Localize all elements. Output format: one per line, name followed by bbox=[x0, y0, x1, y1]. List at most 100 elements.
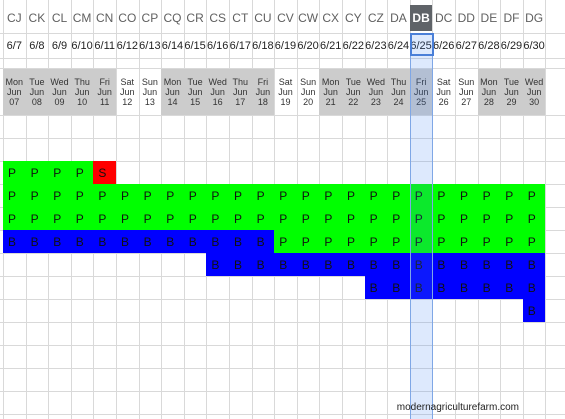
date-cell[interactable]: 6/29 bbox=[500, 40, 523, 52]
date-cell[interactable]: 6/22 bbox=[342, 40, 364, 52]
day-cell[interactable]: Fri Jun 25 bbox=[409, 69, 433, 115]
schedule-cell[interactable]: B bbox=[229, 253, 252, 276]
column-header-cz[interactable]: CZ bbox=[367, 11, 384, 25]
date-cell[interactable]: 6/16 bbox=[206, 40, 229, 52]
day-cell[interactable]: Thu Jun 10 bbox=[70, 69, 94, 115]
column-header-ct[interactable]: CT bbox=[232, 11, 249, 25]
schedule-cell[interactable]: P bbox=[455, 230, 478, 253]
date-cell[interactable]: 6/19 bbox=[274, 40, 297, 52]
column-header-df[interactable]: DF bbox=[503, 11, 520, 25]
date-cell[interactable]: 6/28 bbox=[478, 40, 500, 52]
day-cell[interactable]: Sun Jun 13 bbox=[139, 69, 162, 115]
schedule-cell[interactable]: P bbox=[432, 207, 455, 230]
schedule-cell[interactable]: P bbox=[387, 184, 410, 207]
schedule-cell[interactable]: P bbox=[296, 207, 320, 230]
schedule-cell[interactable]: P bbox=[342, 230, 365, 253]
schedule-cell[interactable]: P bbox=[25, 207, 49, 230]
date-cell[interactable]: 6/18 bbox=[252, 40, 274, 52]
schedule-cell[interactable]: B bbox=[409, 253, 433, 276]
schedule-cell[interactable]: P bbox=[183, 184, 207, 207]
schedule-cell[interactable]: P bbox=[206, 184, 229, 207]
schedule-cell[interactable]: P bbox=[48, 207, 71, 230]
schedule-cell[interactable]: P bbox=[522, 184, 546, 207]
column-header-cp[interactable]: CP bbox=[141, 11, 159, 25]
schedule-cell[interactable]: B bbox=[116, 230, 139, 253]
schedule-cell[interactable]: P bbox=[477, 207, 501, 230]
day-cell[interactable]: Sat Jun 26 bbox=[432, 69, 455, 115]
schedule-cell[interactable]: B bbox=[274, 253, 297, 276]
schedule-cell[interactable]: P bbox=[138, 207, 162, 230]
column-header-cv[interactable]: CV bbox=[277, 11, 294, 25]
day-cell[interactable]: Tue Jun 22 bbox=[342, 69, 365, 115]
schedule-cell[interactable]: B bbox=[138, 230, 162, 253]
schedule-cell[interactable]: P bbox=[116, 184, 139, 207]
schedule-cell[interactable]: P bbox=[409, 184, 433, 207]
day-cell[interactable]: Mon Jun 07 bbox=[3, 69, 26, 115]
column-header-dg[interactable]: DG bbox=[525, 11, 544, 25]
day-cell[interactable]: Sun Jun 27 bbox=[455, 69, 478, 115]
day-cell[interactable]: Fri Jun 18 bbox=[251, 69, 275, 115]
schedule-cell[interactable]: P bbox=[319, 207, 342, 230]
day-cell[interactable]: Fri Jun 11 bbox=[93, 69, 116, 115]
day-cell[interactable]: Mon Jun 21 bbox=[319, 69, 342, 115]
schedule-cell[interactable]: B bbox=[522, 299, 546, 322]
schedule-cell[interactable]: B bbox=[70, 230, 94, 253]
day-cell[interactable]: Mon Jun 14 bbox=[161, 69, 184, 115]
date-cell[interactable]: 6/15 bbox=[184, 40, 206, 52]
schedule-cell[interactable]: B bbox=[455, 253, 478, 276]
column-header-cn[interactable]: CN bbox=[96, 11, 114, 25]
schedule-cell[interactable]: P bbox=[25, 161, 49, 184]
schedule-cell[interactable]: B bbox=[25, 230, 49, 253]
schedule-cell[interactable]: P bbox=[93, 184, 116, 207]
schedule-cell[interactable]: B bbox=[206, 253, 229, 276]
day-cell[interactable]: Tue Jun 08 bbox=[25, 69, 49, 115]
schedule-cell[interactable]: P bbox=[296, 184, 320, 207]
date-cell[interactable]: 6/12 bbox=[116, 40, 138, 52]
schedule-cell[interactable]: P bbox=[93, 207, 116, 230]
schedule-cell[interactable]: P bbox=[229, 207, 252, 230]
schedule-cell[interactable]: P bbox=[161, 184, 184, 207]
schedule-cell[interactable]: P bbox=[500, 184, 523, 207]
schedule-cell[interactable]: B bbox=[319, 253, 342, 276]
column-header-cw[interactable]: CW bbox=[298, 11, 319, 25]
day-cell[interactable]: Sat Jun 12 bbox=[116, 69, 139, 115]
schedule-cell[interactable]: B bbox=[364, 253, 388, 276]
schedule-cell[interactable]: B bbox=[387, 276, 410, 299]
column-header-ck[interactable]: CK bbox=[28, 11, 46, 25]
schedule-cell[interactable]: B bbox=[432, 276, 455, 299]
schedule-cell[interactable]: P bbox=[455, 184, 478, 207]
schedule-cell[interactable]: B bbox=[522, 253, 546, 276]
day-cell[interactable]: Wed Jun 23 bbox=[364, 69, 388, 115]
schedule-cell[interactable]: B bbox=[161, 230, 184, 253]
schedule-cell[interactable]: B bbox=[477, 253, 501, 276]
schedule-cell[interactable]: P bbox=[455, 207, 478, 230]
schedule-cell[interactable]: B bbox=[296, 253, 320, 276]
schedule-cell[interactable]: P bbox=[522, 207, 546, 230]
schedule-cell[interactable]: P bbox=[364, 184, 388, 207]
schedule-cell[interactable]: B bbox=[477, 276, 501, 299]
schedule-cell[interactable]: P bbox=[25, 184, 49, 207]
schedule-cell[interactable]: P bbox=[274, 207, 297, 230]
schedule-cell[interactable]: B bbox=[500, 253, 523, 276]
schedule-cell[interactable]: B bbox=[3, 230, 26, 253]
schedule-cell[interactable]: P bbox=[116, 207, 139, 230]
schedule-cell[interactable]: B bbox=[229, 230, 252, 253]
schedule-cell[interactable]: P bbox=[522, 230, 546, 253]
schedule-cell[interactable]: P bbox=[387, 207, 410, 230]
schedule-cell[interactable]: B bbox=[387, 253, 410, 276]
schedule-cell[interactable]: P bbox=[48, 184, 71, 207]
date-cell[interactable]: 6/17 bbox=[229, 40, 251, 52]
day-cell[interactable]: Mon Jun 28 bbox=[477, 69, 501, 115]
schedule-cell[interactable]: B bbox=[183, 230, 207, 253]
column-header-db[interactable]: DB bbox=[409, 5, 433, 31]
column-header-cm[interactable]: CM bbox=[72, 11, 92, 25]
schedule-cell[interactable]: P bbox=[138, 184, 162, 207]
schedule-cell[interactable]: B bbox=[48, 230, 71, 253]
day-cell[interactable]: Sat Jun 19 bbox=[274, 69, 297, 115]
schedule-cell[interactable]: P bbox=[319, 230, 342, 253]
date-cell[interactable]: 6/26 bbox=[432, 40, 455, 52]
schedule-cell[interactable]: B bbox=[251, 253, 275, 276]
column-header-cy[interactable]: CY bbox=[344, 11, 362, 25]
schedule-cell[interactable]: P bbox=[364, 230, 388, 253]
